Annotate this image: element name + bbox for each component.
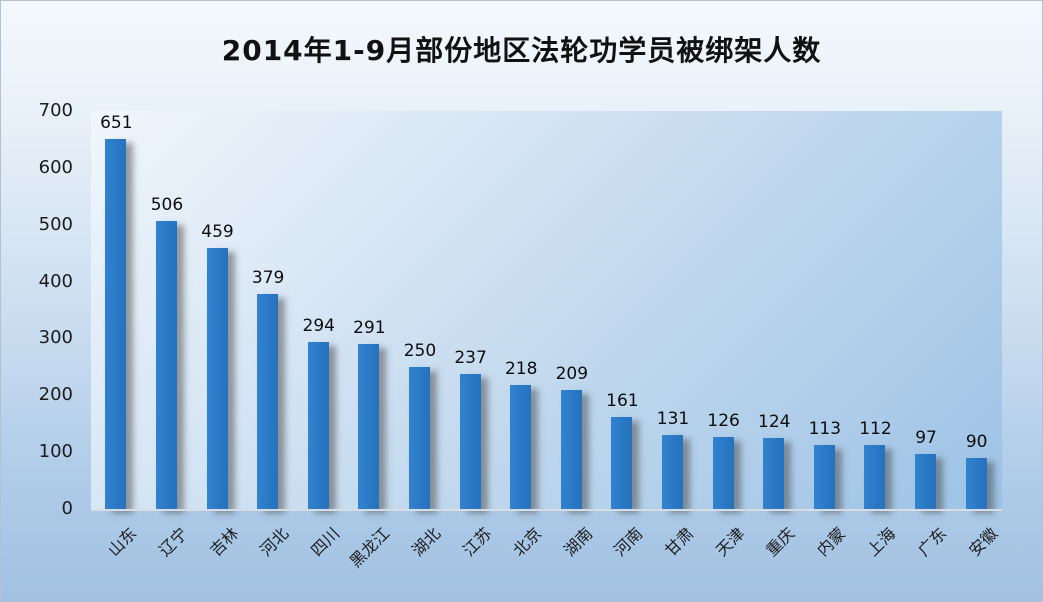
x-axis-category-label: 四川 [306,523,344,560]
x-axis-category-label: 广东 [914,523,951,560]
bar-value-label: 459 [201,222,234,242]
bar-slot: 291 黑龙江 [344,111,395,571]
x-axis-category-label: 辽宁 [155,523,192,560]
bar-value-label: 131 [656,409,690,429]
bar-slot: 250 湖北 [395,111,446,560]
bar-湖南 [560,390,582,509]
y-axis-tick-label: 100 [38,441,73,463]
bar-series: 651 山东 506 辽宁 459 吉林 379 河北 294 四川 291 黑龙江 250 湖北 237 江… [91,111,1002,571]
bar-北京 [510,385,532,509]
x-axis-category-label: 安徽 [964,523,1001,560]
bar-广东 [915,454,937,509]
y-axis-tick-label: 200 [38,384,73,406]
bar-value-label: 651 [100,113,133,133]
x-axis-category-label: 重庆 [762,523,799,560]
y-axis-tick-label: 0 [61,498,73,519]
bar-辽宁 [155,221,177,509]
bar-内蒙 [813,445,835,509]
y-axis-tick-label: 500 [38,213,73,235]
bar-value-label: 218 [504,359,538,379]
y-axis: 0 100 200 300 400 500 600 700 [1,100,73,519]
x-axis-category-label: 内蒙 [813,523,850,560]
bar-山东 [105,139,127,509]
bar-江苏 [459,374,481,509]
x-axis-category-label: 河南 [610,523,647,560]
bar-value-label: 126 [707,411,740,431]
bar-value-label: 97 [915,428,937,448]
bar-河南 [611,417,633,509]
y-axis-tick-label: 700 [38,100,73,121]
bar-value-label: 209 [555,364,589,384]
bar-吉林 [206,248,228,509]
bar-value-label: 506 [150,195,184,215]
bar-安徽 [965,458,987,509]
x-axis-category-label: 北京 [509,523,546,560]
bar-value-label: 237 [454,348,487,368]
x-axis-line [91,509,1002,511]
bar-湖北 [408,367,430,509]
bar-河北 [257,294,279,509]
x-axis-category-label: 黑龙江 [346,523,394,572]
bar-value-label: 124 [758,412,791,432]
x-axis-category-label: 湖南 [559,523,597,560]
chart-title: 2014年1-9月部份地区法轮功学员被绑架人数 [221,34,822,67]
bar-slot: 124 重庆 [749,111,800,560]
bar-黑龙江 [358,344,380,509]
y-axis-tick-label: 400 [38,270,73,292]
x-axis-category-label: 甘肃 [661,523,698,560]
bar-value-label: 250 [403,341,437,361]
x-axis-category-label: 山东 [104,523,141,560]
bar-slot: 237 江苏 [445,111,496,560]
bar-slot: 209 湖南 [546,111,597,560]
bar-value-label: 294 [302,316,335,336]
plot-area: 651 山东 506 辽宁 459 吉林 379 河北 294 四川 291 黑龙江 250 湖北 237 江… [91,111,1002,571]
bar-value-label: 112 [859,419,892,439]
bar-value-label: 291 [353,318,386,338]
bar-slot: 113 内蒙 [800,111,851,560]
bar-value-label: 161 [606,391,639,411]
bar-甘肃 [662,435,683,509]
x-axis-category-label: 吉林 [205,523,242,560]
bar-slot: 131 甘肃 [648,111,699,560]
bar-slot: 218 北京 [496,111,547,560]
bar-value-label: 90 [965,432,988,452]
bar-value-label: 379 [251,268,285,288]
bar-slot: 651 山东 [91,111,142,560]
x-axis-category-label: 湖北 [408,523,445,560]
y-axis-tick-label: 600 [38,156,73,178]
x-axis-category-label: 河北 [256,523,293,560]
bar-value-label: 113 [808,419,842,439]
bar-slot: 294 四川 [293,111,344,560]
bar-slot: 161 河南 [597,111,648,560]
x-axis-category-label: 天津 [711,523,748,560]
bar-slot: 126 天津 [698,111,749,560]
bar-slot: 90 安徽 [951,111,1002,560]
x-axis-category-label: 江苏 [458,523,495,560]
bar-slot: 459 吉林 [192,111,243,560]
bar-上海 [864,445,886,509]
bar-四川 [307,342,329,509]
bar-天津 [712,437,734,509]
x-axis-category-label: 上海 [863,523,900,560]
y-axis-tick-label: 300 [38,327,73,349]
bar-slot: 379 河北 [243,111,294,560]
bar-slot: 97 广东 [901,111,952,560]
bar-重庆 [763,438,785,509]
bar-slot: 506 辽宁 [142,111,193,560]
bar-slot: 112 上海 [850,111,901,560]
